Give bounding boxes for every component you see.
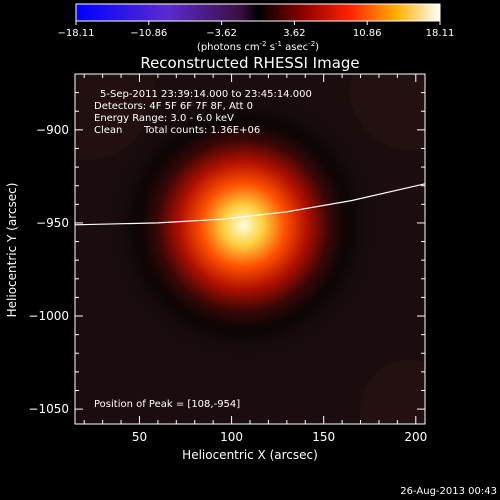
colorbar — [75, 3, 441, 22]
axis-ticks: 50 100 150 200 −900 −950 −1000 −1050 — [28, 74, 427, 444]
image-source-blob — [133, 115, 354, 336]
x-tick-label: 200 — [404, 430, 427, 444]
annotation-total-counts: Total counts: 1.36E+06 — [143, 125, 260, 136]
x-tick-label: 100 — [220, 430, 243, 444]
x-tick-label: 150 — [312, 430, 335, 444]
chart-title: Reconstructed RHESSI Image — [140, 54, 359, 72]
annotation-clean: Clean — [94, 125, 122, 136]
annotation-time-range: 5-Sep-2011 23:39:14.000 to 23:45:14.000 — [100, 89, 312, 100]
y-tick-label: −1050 — [28, 402, 69, 416]
colorbar-tick-label: −3.62 — [206, 28, 237, 39]
colorbar-tick-label: −10.86 — [130, 28, 167, 39]
colorbar-unit-label: (photons cm-2 s-1 asec-2) — [197, 40, 319, 53]
y-axis-label: Heliocentric Y (arcsec) — [5, 183, 19, 318]
x-tick-label: 50 — [132, 430, 147, 444]
y-tick-label: −1000 — [28, 309, 69, 323]
image-glow-br — [360, 360, 425, 424]
annotation-peak-position: Position of Peak = [108,-954] — [94, 399, 240, 410]
annotation-detectors: Detectors: 4F 5F 6F 7F 8F, Att 0 — [94, 101, 253, 112]
colorbar-tick-label: 10.86 — [353, 28, 382, 39]
image-glow-tr — [350, 74, 425, 150]
solar-limb-curve — [75, 183, 425, 226]
y-tick-label: −900 — [36, 123, 69, 137]
footer-timestamp: 26-Aug-2013 00:43 — [400, 486, 497, 497]
y-tick-label: −950 — [36, 216, 69, 230]
colorbar-tick-label: 3.62 — [283, 28, 305, 39]
colorbar-ticks: −18.11 −10.86 −3.62 3.62 10.86 18.11 — [57, 21, 454, 39]
image-area — [75, 74, 425, 424]
annotation-energy: Energy Range: 3.0 - 6.0 keV — [94, 113, 234, 124]
x-axis-label: Heliocentric X (arcsec) — [182, 448, 318, 462]
colorbar-tick-label: −18.11 — [57, 28, 94, 39]
colorbar-tick-label: 18.11 — [426, 28, 455, 39]
